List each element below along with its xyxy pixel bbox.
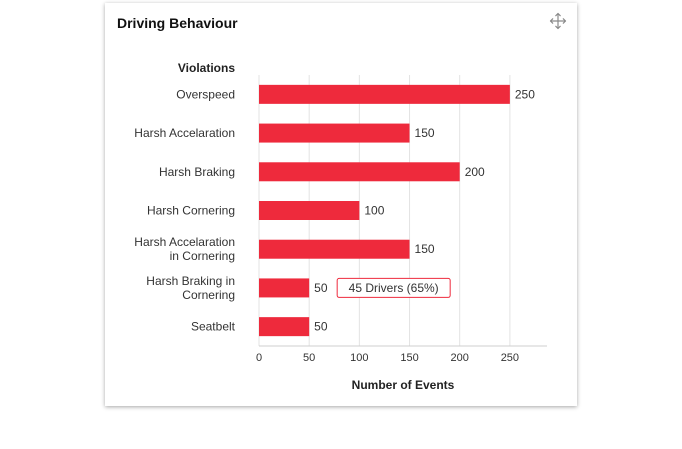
x-tick-label: 0 bbox=[256, 352, 262, 364]
bar-value-label: 150 bbox=[415, 126, 435, 140]
category-label: Overspeed bbox=[176, 87, 235, 101]
category-label: Harsh Braking bbox=[159, 165, 235, 179]
tooltip-box bbox=[336, 277, 451, 298]
category-label: Seatbelt bbox=[191, 320, 236, 334]
card-title: Driving Behaviour bbox=[117, 15, 238, 31]
expand-arrows-icon[interactable] bbox=[549, 12, 567, 30]
driving-behaviour-card: Driving Behaviour Violations 250 Overspee… bbox=[105, 3, 577, 406]
bar[interactable] bbox=[259, 123, 410, 143]
tooltip-text: 45 Drivers (65%) bbox=[349, 281, 439, 295]
category-label: Harsh Accelaration bbox=[134, 126, 235, 140]
x-tick-label: 150 bbox=[400, 352, 418, 364]
bar[interactable] bbox=[259, 317, 310, 337]
bar-value-label: 100 bbox=[364, 204, 384, 218]
category-label: Harsh Braking in Cornering bbox=[146, 274, 235, 302]
bar-value-label: 50 bbox=[314, 281, 328, 295]
bar-value-label: 150 bbox=[415, 242, 435, 256]
x-axis-title: Number of Events bbox=[352, 378, 455, 392]
bar-value-label: 50 bbox=[314, 320, 328, 334]
x-tick-label: 100 bbox=[350, 352, 368, 364]
category-header: Violations bbox=[178, 61, 235, 75]
x-tick-label: 250 bbox=[501, 352, 519, 364]
x-tick-label: 200 bbox=[451, 352, 469, 364]
bar[interactable] bbox=[259, 201, 360, 220]
violations-bar-chart: Violations 250 Overspeed 150 Harsh Accelara… bbox=[134, 61, 547, 392]
bar[interactable] bbox=[259, 278, 310, 298]
bar[interactable] bbox=[259, 84, 510, 104]
x-tick-label: 50 bbox=[303, 352, 315, 364]
bar[interactable] bbox=[259, 239, 410, 259]
category-label: Harsh Accelaration in Cornering bbox=[134, 235, 235, 263]
bar[interactable] bbox=[259, 162, 460, 182]
bar-value-label: 200 bbox=[465, 165, 485, 179]
bar-value-label: 250 bbox=[515, 87, 535, 101]
category-label: Harsh Cornering bbox=[147, 204, 235, 218]
